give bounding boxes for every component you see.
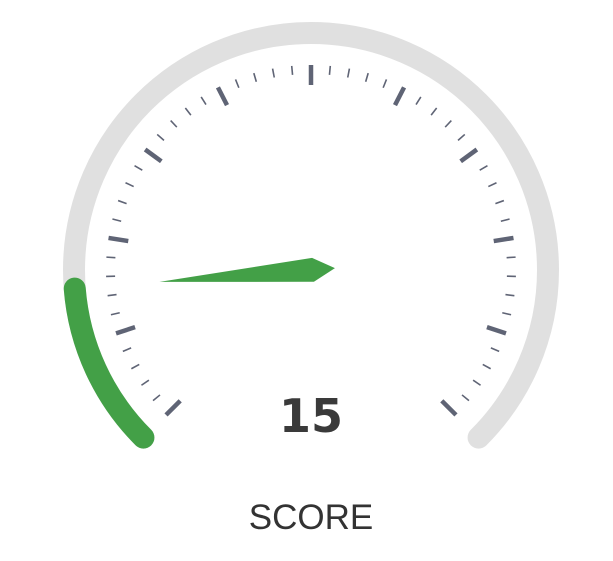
major-tick	[486, 325, 507, 336]
minor-tick	[482, 363, 492, 370]
gauge-ticks	[106, 65, 516, 417]
minor-tick	[110, 311, 120, 316]
gauge-needle	[159, 257, 335, 282]
minor-tick	[107, 293, 117, 297]
minor-tick	[271, 68, 276, 78]
minor-tick	[479, 164, 488, 171]
minor-tick	[382, 79, 388, 89]
minor-tick	[488, 181, 497, 188]
minor-tick	[184, 107, 192, 116]
minor-tick	[122, 347, 132, 353]
minor-tick	[125, 181, 134, 188]
minor-tick	[106, 256, 116, 259]
minor-tick	[156, 133, 165, 141]
minor-tick	[415, 96, 422, 105]
minor-tick	[472, 379, 481, 386]
major-tick	[440, 399, 458, 417]
minor-tick	[130, 363, 140, 370]
gauge-label: SCORE	[249, 498, 373, 537]
minor-tick	[170, 120, 178, 128]
minor-tick	[364, 72, 369, 83]
minor-tick	[502, 311, 512, 316]
minor-tick	[346, 68, 351, 78]
minor-tick	[495, 199, 505, 205]
minor-tick	[505, 293, 515, 297]
minor-tick	[328, 65, 332, 75]
minor-tick	[141, 379, 150, 386]
minor-tick	[290, 65, 294, 75]
gauge-progress-segment	[63, 277, 155, 449]
minor-tick	[457, 133, 466, 141]
major-tick	[392, 86, 407, 107]
gauge-progress-arc	[63, 277, 155, 449]
minor-tick	[117, 199, 127, 205]
minor-tick	[506, 256, 516, 259]
major-tick	[108, 235, 129, 244]
major-tick	[493, 235, 514, 244]
minor-tick	[444, 120, 452, 128]
minor-tick	[461, 394, 470, 402]
gauge-track-arc	[63, 21, 559, 449]
major-tick	[459, 147, 479, 164]
minor-tick	[490, 347, 500, 353]
minor-tick	[200, 96, 207, 105]
minor-tick	[112, 218, 122, 223]
gauge-track	[63, 21, 559, 449]
minor-tick	[253, 72, 258, 83]
major-tick	[164, 399, 182, 417]
minor-tick	[234, 79, 240, 89]
gauge-value: 15	[279, 389, 343, 443]
needle-pointer	[159, 257, 335, 282]
minor-tick	[152, 394, 161, 402]
minor-tick	[500, 218, 510, 223]
minor-tick	[134, 164, 143, 171]
minor-tick	[430, 107, 438, 116]
major-tick	[215, 86, 230, 107]
major-tick	[115, 325, 136, 336]
major-tick	[143, 147, 163, 164]
